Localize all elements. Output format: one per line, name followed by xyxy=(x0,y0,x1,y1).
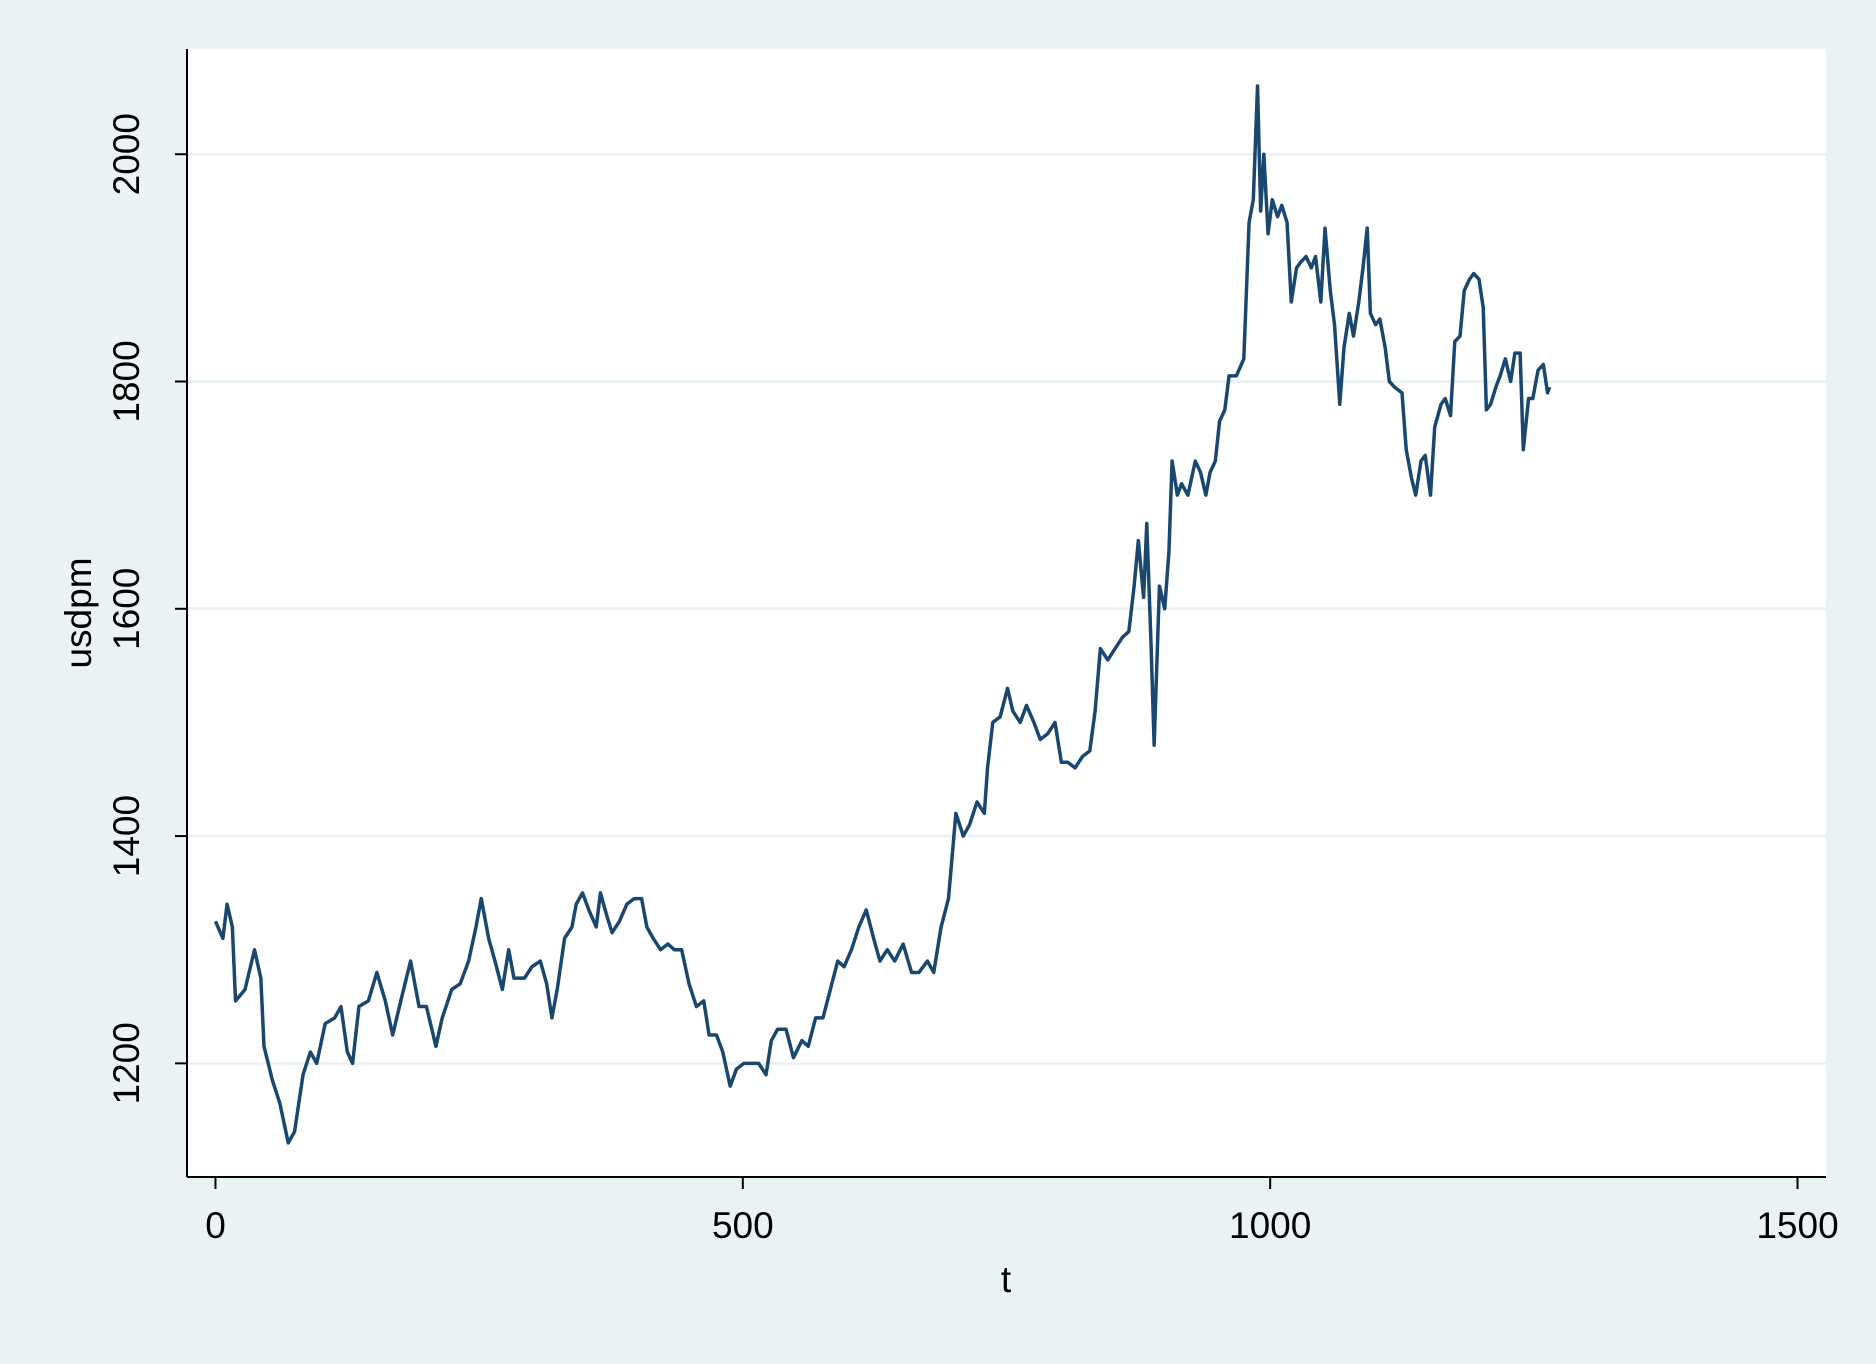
x-tick-label: 1500 xyxy=(1756,1205,1838,1246)
x-tick-label: 0 xyxy=(205,1205,226,1246)
y-tick-label: 1200 xyxy=(106,1022,147,1104)
x-axis-title: t xyxy=(1001,1259,1012,1300)
y-tick-label: 1800 xyxy=(106,340,147,422)
x-tick-label: 1000 xyxy=(1229,1205,1311,1246)
y-tick-label: 2000 xyxy=(106,113,147,195)
y-tick-label: 1600 xyxy=(106,568,147,650)
y-tick-label: 1400 xyxy=(106,795,147,877)
data-line xyxy=(213,84,1552,1145)
plot-area xyxy=(187,49,1826,1177)
x-tick-label: 500 xyxy=(712,1205,774,1246)
y-axis-title: usdpm xyxy=(58,557,99,668)
